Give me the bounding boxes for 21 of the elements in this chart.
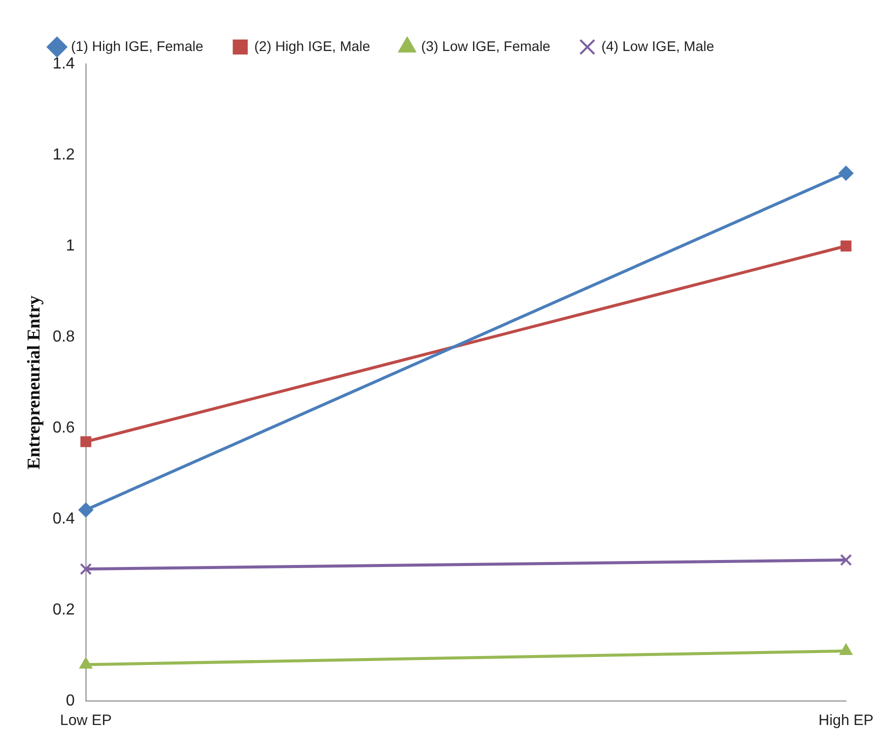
y-axis-title: Entrepreneurial Entry [23,296,44,470]
y-tick-label: 0 [66,692,75,710]
x-tick-label: High EP [818,712,874,730]
y-tick-label: 0.2 [52,601,75,618]
y-tick-label: 0.6 [52,419,75,436]
point [78,502,94,518]
point [80,436,92,448]
y-tick-label: 0.8 [52,328,75,346]
y-tick-label: 1 [66,237,75,254]
legend-label: (2) High IGE, Male [254,38,370,54]
point [840,554,852,566]
legend-label: (3) Low IGE, Female [421,38,551,54]
y-tick-label: 1.4 [52,55,75,72]
x-tick-label: Low EP [60,712,112,730]
legend-label: (4) Low IGE, Male [601,38,714,54]
point [840,240,852,252]
point [838,166,854,181]
legend-label: (1) High IGE, Female [71,38,204,54]
y-tick-label: 1.2 [52,146,75,164]
y-tick-label: 0.4 [52,510,75,528]
point [80,563,92,575]
